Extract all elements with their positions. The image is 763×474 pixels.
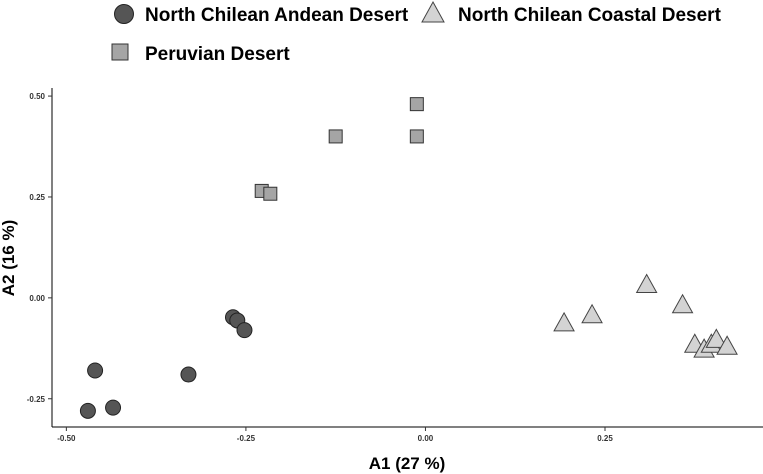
legend-label-peruvian: Peruvian Desert: [145, 44, 290, 65]
legend-item-peruvian-desert: Peruvian Desert: [111, 43, 290, 65]
x-tick-label: -0.25: [237, 434, 256, 443]
legend: North Chilean Andean Desert North Chilea…: [111, 0, 722, 65]
peruvian-point: [409, 129, 424, 144]
peruvian-point: [409, 97, 424, 112]
coastal-point: [705, 328, 728, 348]
coastal-point: [716, 335, 738, 355]
andean-point: [180, 366, 197, 383]
andean-point: [79, 402, 96, 419]
andean-point: [236, 322, 253, 339]
ticks: -0.50 -0.25 0.00 0.25 0.50 0.25 0.00 -0.25: [27, 92, 614, 443]
x-tick-label: -0.50: [57, 434, 76, 443]
axes: [51, 88, 763, 428]
andean-point: [105, 399, 122, 416]
legend-circle-marker: [114, 4, 134, 24]
peruvian-point: [328, 129, 343, 144]
legend-triangle-marker: [421, 0, 445, 23]
peruvian-point: [263, 186, 278, 201]
data-points: [79, 97, 738, 419]
andean-point: [87, 362, 104, 379]
y-tick-label: 0.00: [29, 294, 45, 303]
x-tick-label: 0.25: [597, 434, 613, 443]
x-axis-title: A1 (27 %): [369, 454, 446, 473]
legend-label-andean: North Chilean Andean Desert: [145, 5, 409, 26]
legend-square-marker: [111, 43, 129, 61]
legend-item-north-chilean-coastal-desert: North Chilean Coastal Desert: [421, 0, 722, 26]
y-tick-label: -0.25: [27, 395, 46, 404]
legend-label-coastal: North Chilean Coastal Desert: [458, 5, 722, 26]
coastal-point: [581, 303, 603, 324]
y-tick-label: 0.50: [29, 92, 45, 101]
coastal-point: [671, 293, 694, 314]
x-tick-label: 0.00: [418, 434, 434, 443]
coastal-point: [635, 273, 658, 294]
coastal-point: [553, 311, 575, 332]
y-axis-title: A2 (16 %): [0, 220, 18, 297]
y-tick-label: 0.25: [29, 193, 45, 202]
legend-item-north-chilean-andean-desert: North Chilean Andean Desert: [114, 4, 409, 26]
